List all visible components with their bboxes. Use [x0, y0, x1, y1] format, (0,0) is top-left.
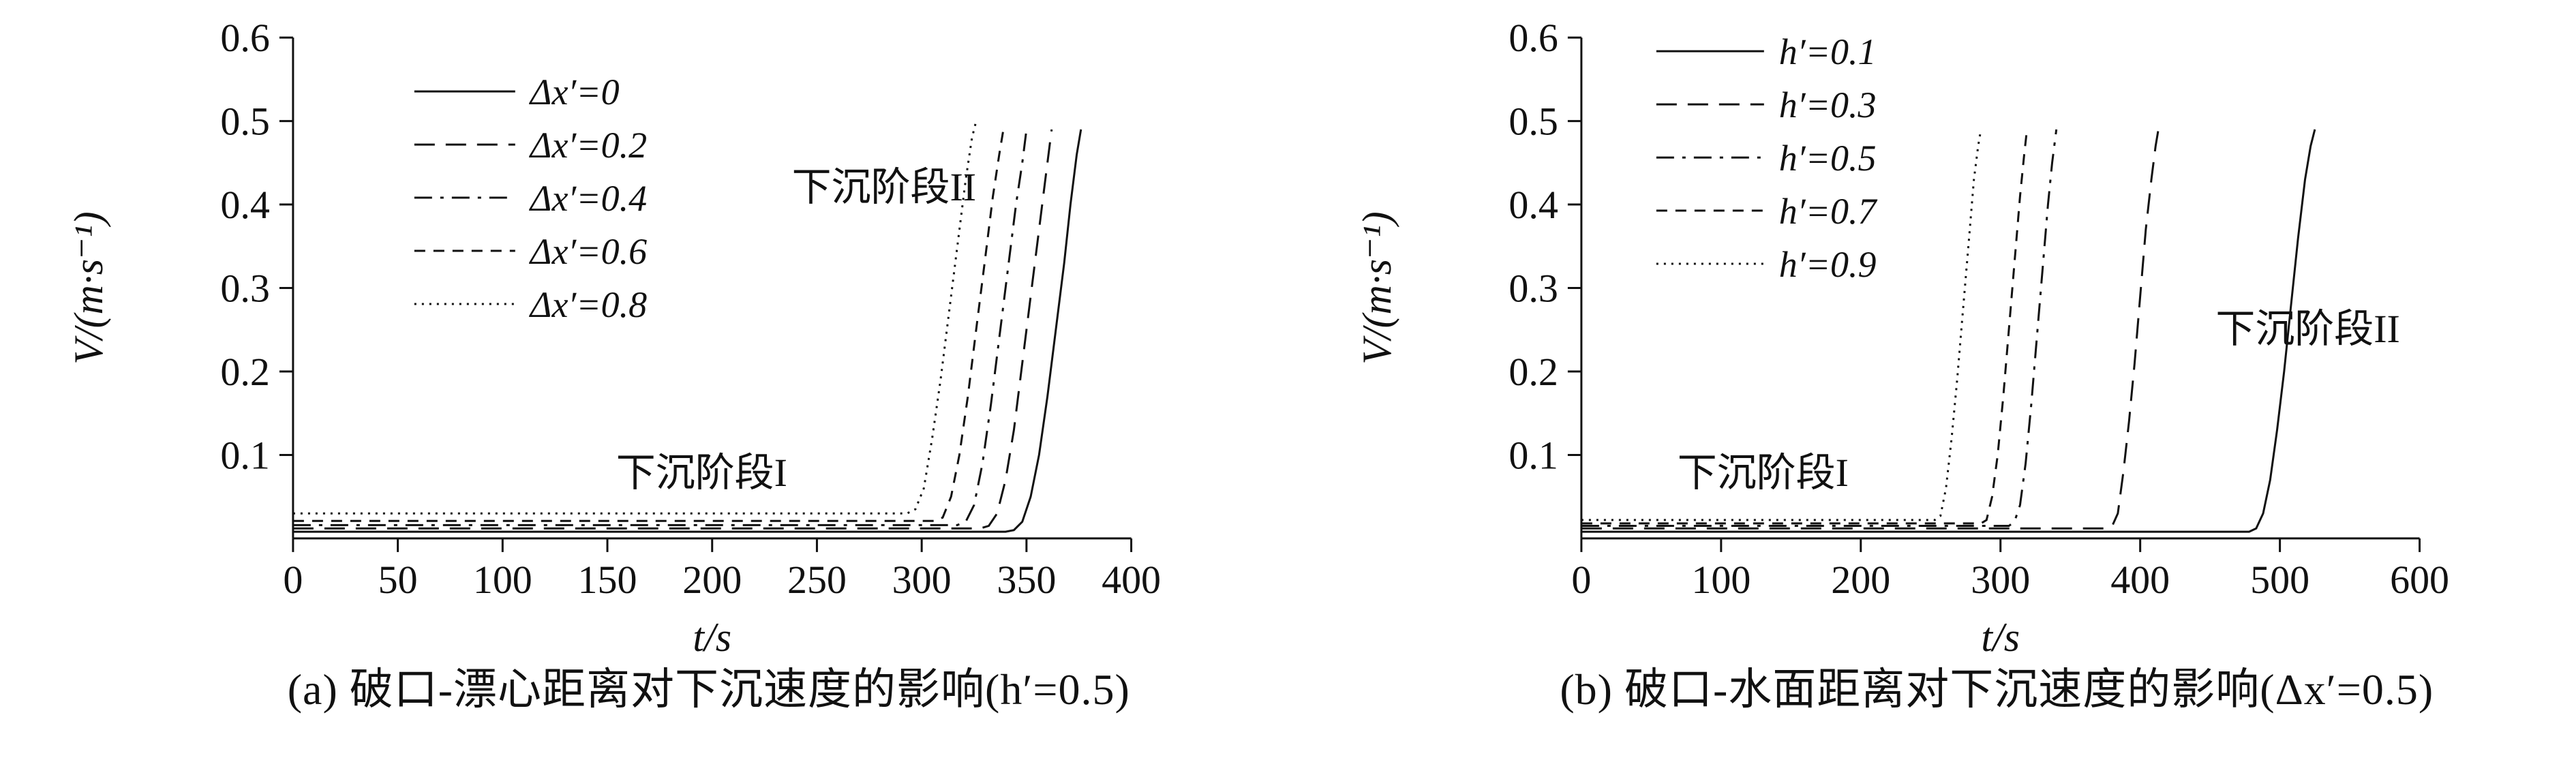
y-tick-label: 0.2	[1509, 350, 1558, 394]
chart-svg-b: 0 100 200 300 400 500 600 0.1 0.2 0.3 0.4 0.5 0.6 t/s…	[1354, 16, 2449, 654]
x-tick-label: 200	[682, 558, 742, 602]
x-tick-label: 250	[787, 558, 847, 602]
annotation: 下沉阶段II	[792, 165, 976, 209]
y-tick-label: 0.6	[220, 16, 269, 60]
series-line-h′=0.5	[1581, 129, 2057, 528]
y-tick-label: 0.1	[1509, 433, 1558, 477]
series-line-h′=0.1	[1581, 129, 2316, 533]
series-line-Δx′=0.2	[292, 129, 1053, 530]
legend-label: h′=0.9	[1778, 244, 1876, 285]
caption-a-text: (a) 破口-漂心距离对下沉速度的影响(h′=0.5)	[287, 665, 1130, 714]
x-axis-label: t/s	[1981, 615, 2020, 654]
x-tick-label: 500	[2250, 558, 2309, 602]
x-tick-label: 0	[1571, 558, 1591, 602]
x-tick-label: 300	[1971, 558, 2030, 602]
caption-b: (b) 破口-水面距离对下沉速度的影响(Δx′=0.5)	[1288, 654, 2576, 757]
legend-label: Δx′=0.8	[529, 284, 647, 325]
chart-panel-b: 0 100 200 300 400 500 600 0.1 0.2 0.3 0.4 0.5 0.6 t/s…	[1288, 0, 2576, 760]
caption-b-text: (b) 破口-水面距离对下沉速度的影响(Δx′=0.5)	[1560, 665, 2434, 714]
y-axis-label: V/(m·s⁻¹)	[1354, 211, 1399, 365]
y-tick-label: 0.3	[220, 267, 269, 311]
legend-label: Δx′=0.4	[529, 178, 647, 219]
x-tick-label: 50	[378, 558, 418, 602]
legend-label: h′=0.5	[1778, 138, 1876, 179]
annotation: 下沉阶段I	[1677, 451, 1848, 495]
y-tick-label: 0.4	[220, 183, 269, 227]
x-axis-label: t/s	[693, 615, 731, 654]
legend-label: h′=0.1	[1778, 31, 1876, 72]
x-tick-label: 400	[1102, 558, 1161, 602]
caption-a: (a) 破口-漂心距离对下沉速度的影响(h′=0.5)	[0, 654, 1288, 757]
chart-svg-a: 0 50 100 150 200 250 300 350 400 0.1 0.2 0.3 0.4 0.5 0…	[66, 16, 1161, 654]
legend-label: Δx′=0.6	[529, 231, 647, 272]
x-tick-label: 100	[1691, 558, 1751, 602]
chart-panel-a: 0 50 100 150 200 250 300 350 400 0.1 0.2 0.3 0.4 0.5 0…	[0, 0, 1288, 757]
y-tick-label: 0.5	[1509, 100, 1558, 144]
y-axis-label: V/(m·s⁻¹)	[66, 211, 111, 365]
y-tick-label: 0.6	[1509, 16, 1558, 60]
x-tick-label: 0	[283, 558, 303, 602]
legend-label: Δx′=0	[529, 72, 620, 112]
x-tick-label: 200	[1831, 558, 1890, 602]
legend-label: h′=0.3	[1778, 85, 1876, 125]
x-tick-label: 600	[2390, 558, 2449, 602]
x-tick-label: 300	[892, 558, 952, 602]
chart-a: 0 50 100 150 200 250 300 350 400 0.1 0.2 0.3 0.4 0.5 0…	[0, 0, 1288, 654]
x-tick-label: 400	[2110, 558, 2170, 602]
x-tick-label: 150	[578, 558, 637, 602]
x-tick-label: 100	[473, 558, 532, 602]
x-tick-label: 350	[997, 558, 1056, 602]
annotation: 下沉阶段I	[616, 451, 787, 495]
y-tick-label: 0.5	[220, 100, 269, 144]
series-line-h′=0.7	[1581, 129, 2028, 525]
legend-label: Δx′=0.2	[529, 125, 647, 166]
series-line-h′=0.3	[1581, 129, 2160, 530]
series-line-Δx′=0.4	[292, 129, 1028, 526]
y-tick-label: 0.1	[220, 433, 269, 477]
y-tick-label: 0.3	[1509, 267, 1558, 311]
series-line-Δx′=0	[292, 129, 1082, 533]
chart-b: 0 100 200 300 400 500 600 0.1 0.2 0.3 0.4 0.5 0.6 t/s…	[1288, 0, 2576, 654]
legend-label: h′=0.7	[1778, 191, 1877, 232]
y-tick-label: 0.2	[220, 350, 269, 394]
annotation: 下沉阶段II	[2215, 307, 2399, 351]
y-tick-label: 0.4	[1509, 183, 1558, 227]
